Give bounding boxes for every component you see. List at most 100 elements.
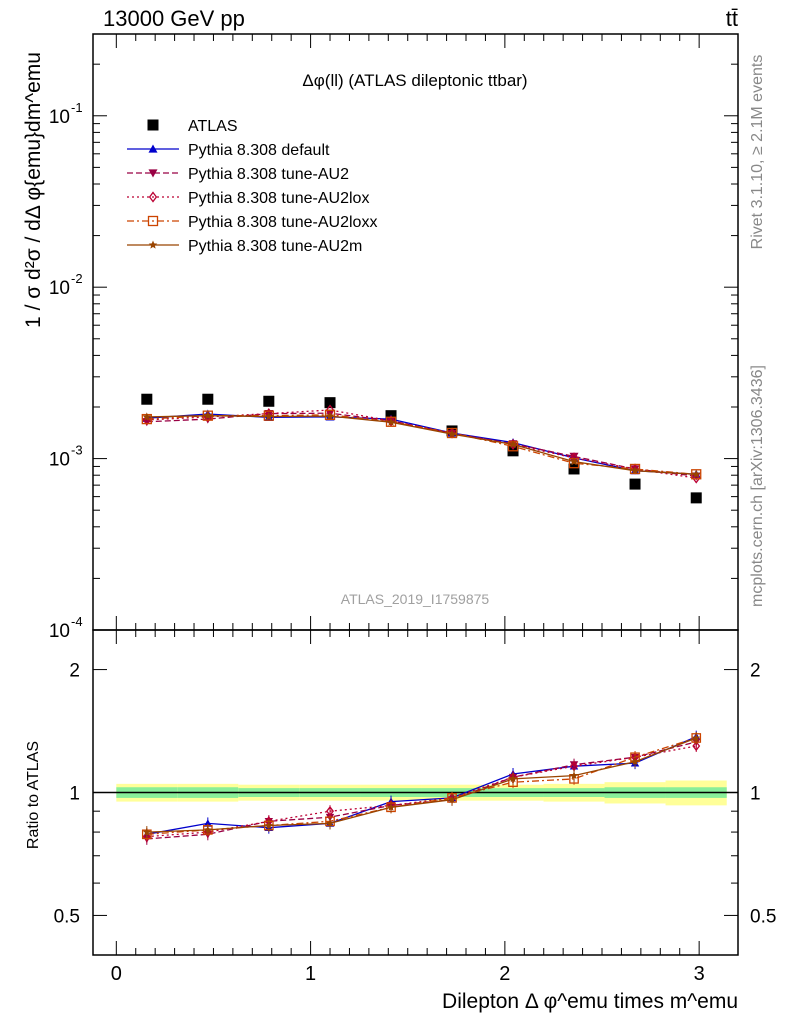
x-axis-tick-labels: 0 1 2 3 [111,963,705,985]
data-point [142,827,151,836]
data-point [325,411,335,420]
series-pythia-8-308-tune-au2lox [142,404,701,484]
x-axis-label: Dilepton Δ φ^emu times m^emu [442,990,738,1013]
data-point [148,169,158,178]
legend-entry: Pythia 8.308 tune-AU2lox [127,190,369,207]
legend-label: ATLAS [188,118,238,135]
legend-entry: Pythia 8.308 tune-AU2m [127,238,362,255]
y-tick-label-exponent: -4 [71,614,83,629]
y-tick-label-exponent: -2 [71,271,83,286]
data-point [264,821,273,829]
ratio-line [146,736,697,835]
legend-label: Pythia 8.308 tune-AU2 [188,166,349,183]
data-point [570,771,578,779]
data-point [631,757,639,765]
chart-title: Δφ(ll) (ATLAS dileptonic ttbar) [302,71,527,90]
data-point [148,240,158,249]
legend-label: Pythia 8.308 tune-AU2m [188,238,362,255]
x-tick-label: 3 [694,963,705,985]
ratio-panel: 0.5 0.5 1 1 2 2 Ratio to ATLAS [25,629,777,956]
main-y-axis-label: 1 / σ d²σ / dΔ φ{emu}dm^emu [22,52,45,328]
data-point [386,415,396,427]
data-point [569,452,579,461]
main-series-group [141,393,702,504]
legend-entry: ATLAS [147,118,238,135]
data-point [148,191,158,203]
data-point [203,411,213,420]
y-tick-label-exponent: -3 [71,443,83,458]
ratio-y-tick-label: 2 [69,661,80,682]
legend-entry: Pythia 8.308 default [127,142,330,159]
data-point [263,410,274,421]
data-point [203,825,212,834]
ratio-y-tick-label: 0.5 [54,906,80,927]
ratio-y-tick-label-right: 1 [750,784,761,805]
data-point [630,466,640,475]
y-tick-label: 10 [49,450,70,471]
ratio-y-axis-label: Ratio to ATLAS [25,741,42,849]
side-label-upper: Rivet 3.1.10, ≥ 2.1M events [749,55,766,250]
legend-label: Pythia 8.308 default [188,142,330,159]
ratio-y-tick-label: 1 [69,784,80,805]
series-pythia-8-308-tune-au2 [142,409,701,481]
ratio-y-tick-label-right: 2 [750,661,761,682]
header-left: 13000 GeV pp [103,6,245,31]
series-line [146,415,697,475]
series-pythia-8-308-tune-au2m [142,411,701,478]
legend-label: Pythia 8.308 tune-AU2loxx [188,214,377,231]
ratio-y-tick-label-right: 0.5 [750,906,776,927]
data-point [629,463,641,475]
series-line [146,414,697,475]
x-tick-label: 2 [499,963,510,985]
data-point [387,803,395,811]
main-panel: 10-410-310-210-1 Δφ(ll) (ATLAS dileptoni… [22,33,739,642]
data-point [448,795,456,804]
ratio-series-pythia-8-308-tune-au2m [142,731,701,839]
data-point [263,395,275,407]
x-tick-label: 0 [111,963,122,985]
legend-label: Pythia 8.308 tune-AU2lox [188,190,369,207]
legend-entry: Pythia 8.308 tune-AU2 [127,166,349,183]
y-tick-label: 10 [49,621,70,642]
data-point [692,740,701,752]
data-point [447,429,457,438]
analysis-watermark: ATLAS_2019_I1759875 [341,591,490,607]
data-point [147,215,159,227]
main-axis-tick-labels: 10-410-310-210-1 [49,100,83,642]
legend: ATLAS Pythia 8.308 default Pythia 8.308 tu… [127,118,377,255]
data-point [569,457,579,466]
data-point [147,119,159,131]
data-point [264,412,274,421]
ratio-axis-tick-labels: 0.5 0.5 1 1 2 2 [54,661,777,928]
ratio-line [146,745,697,838]
y-tick-label: 10 [49,107,70,128]
data-point [629,478,641,490]
data-point [203,819,213,827]
data-point [386,417,396,426]
y-tick-label-exponent: -1 [71,100,83,115]
data-point [148,144,158,153]
data-point [203,826,212,838]
side-label-lower: mcplots.cern.ch [arXiv:1306.3436] [749,365,766,607]
data-point [324,397,336,409]
data-point [142,412,152,421]
ratio-axis-ticks [93,630,738,956]
data-point [568,463,580,475]
header-right: tt̄ [726,6,738,31]
data-point [324,409,336,420]
series-atlas [141,393,702,504]
data-point [692,733,701,742]
x-tick-label: 1 [305,963,316,985]
data-point [202,393,214,405]
data-point [508,439,518,448]
main-axis-ticks [93,34,738,631]
data-point [690,492,702,504]
ratio-line [146,737,697,833]
data-point [141,393,153,405]
data-point [509,774,517,783]
legend-entry: Pythia 8.308 tune-AU2loxx [127,214,377,231]
data-point [326,819,334,827]
y-tick-label: 10 [49,278,70,299]
data-point [692,469,701,478]
